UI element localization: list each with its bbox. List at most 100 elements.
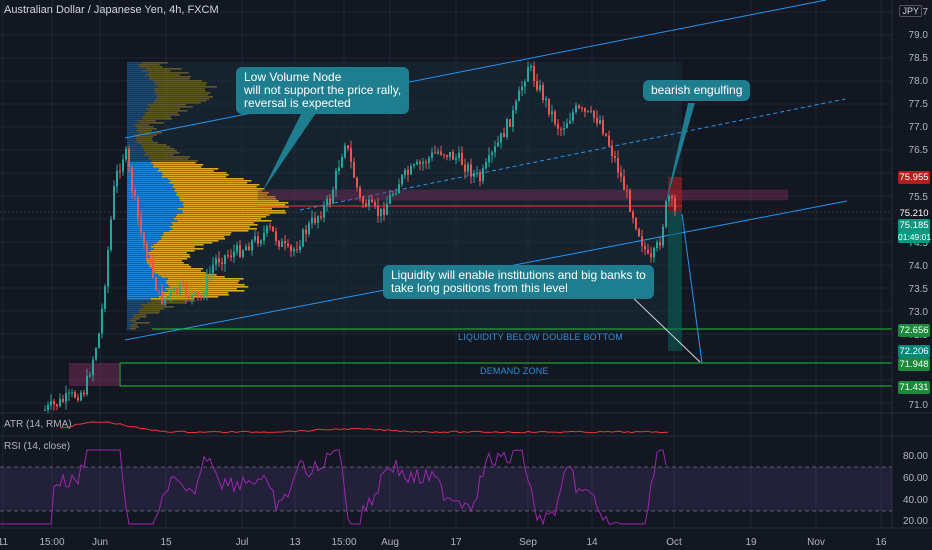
volume-bar-down xyxy=(163,232,232,234)
volume-bar-up xyxy=(127,302,148,304)
candle-body xyxy=(395,193,397,195)
volume-bar-down xyxy=(143,306,174,308)
volume-bar-up xyxy=(127,308,140,310)
time-tick: 11 xyxy=(0,537,9,548)
candle-body xyxy=(116,170,118,187)
candle-body xyxy=(644,245,646,250)
candle-body xyxy=(263,232,265,241)
price-tick: 75.5 xyxy=(908,192,928,203)
candle-body xyxy=(626,189,628,191)
volume-bar-down xyxy=(139,308,165,310)
volume-bar-down xyxy=(173,184,260,186)
candle-body xyxy=(533,65,535,81)
time-tick: Jun xyxy=(91,537,109,548)
volume-bar-down xyxy=(154,90,206,92)
channel-mid-line[interactable] xyxy=(299,98,846,211)
low-volume-node-zone[interactable] xyxy=(257,189,789,201)
candle-body xyxy=(326,198,328,206)
volume-bar-up xyxy=(127,152,146,154)
volume-bar-down xyxy=(154,84,206,86)
candle-body xyxy=(242,250,244,257)
callout-low-volume-node[interactable]: Low Volume Node will not support the pri… xyxy=(236,67,410,114)
volume-bar-down xyxy=(174,190,262,192)
candle-body xyxy=(587,110,589,112)
volume-bar-down xyxy=(157,96,213,98)
volume-bar-up xyxy=(127,156,150,158)
candle-body xyxy=(464,164,466,172)
volume-bar-down xyxy=(152,270,201,272)
candle-body xyxy=(50,401,52,405)
volume-bar-up xyxy=(127,158,149,160)
candle-body xyxy=(176,287,178,294)
candle-body xyxy=(146,243,148,261)
candle-body xyxy=(317,216,319,223)
volume-bar-down xyxy=(134,124,149,126)
volume-bar-down xyxy=(153,244,204,246)
candle-body xyxy=(515,101,517,111)
volume-bar-down xyxy=(137,120,156,122)
callout-bearish-engulfing[interactable]: bearish engulfing xyxy=(643,80,751,101)
volume-bar-up xyxy=(127,120,138,122)
candle-body xyxy=(86,376,88,395)
volume-bar-down xyxy=(149,76,191,78)
candle-body xyxy=(494,146,496,153)
volume-bar-up xyxy=(127,246,151,248)
candle-body xyxy=(524,81,526,87)
volume-bar-up xyxy=(127,272,155,274)
volume-bar-up xyxy=(127,98,156,100)
candle-body xyxy=(632,211,634,219)
candle-body xyxy=(569,120,571,124)
volume-bar-up xyxy=(127,310,139,312)
volume-bar-up xyxy=(127,186,173,188)
channel-upper-line[interactable] xyxy=(124,0,827,139)
symbol-title[interactable]: Australian Dollar / Japanese Yen, 4h, FX… xyxy=(4,4,219,16)
liquidity-pointer xyxy=(627,292,701,363)
candle-body xyxy=(257,236,259,244)
volume-bar-up xyxy=(127,294,163,296)
volume-bar-down xyxy=(147,104,186,106)
candle-body xyxy=(158,290,160,292)
callout-liquidity[interactable]: Liquidity will enable institutions and b… xyxy=(383,265,654,299)
candle-body xyxy=(518,90,520,102)
candle-body xyxy=(221,262,223,265)
volume-bar-down xyxy=(170,180,252,182)
volume-bar-up xyxy=(127,254,149,256)
candle-body xyxy=(443,154,445,156)
candle-body xyxy=(299,246,301,250)
volume-bar-up xyxy=(127,192,177,194)
candle-body xyxy=(293,248,295,252)
candle-body xyxy=(419,161,421,164)
candle-body xyxy=(422,162,424,164)
volume-bar-up xyxy=(127,284,169,286)
volume-bar-down xyxy=(154,100,207,102)
volume-bar-down xyxy=(156,92,211,94)
candle-body xyxy=(224,255,226,265)
volume-bar-up xyxy=(127,262,147,264)
candle-body xyxy=(605,133,607,136)
volume-bar-down xyxy=(150,298,195,300)
volume-bar-down xyxy=(139,66,163,68)
volume-bar-down xyxy=(138,64,160,66)
candlesticks xyxy=(44,61,676,414)
take-profit-box[interactable] xyxy=(668,211,682,351)
price-badge-stop: 75.955 xyxy=(898,171,930,184)
atr-label[interactable]: ATR (14, RMA) xyxy=(4,419,72,430)
volume-bar-up xyxy=(127,226,171,228)
candle-body xyxy=(575,105,577,113)
rsi-label[interactable]: RSI (14, close) xyxy=(4,441,71,452)
volume-bar-down xyxy=(136,136,153,138)
volume-bar-down xyxy=(133,316,147,318)
volume-bar-up xyxy=(127,316,134,318)
candle-body xyxy=(509,119,511,127)
candle-body xyxy=(479,172,481,182)
time-tick: 15 xyxy=(160,537,172,548)
candle-body xyxy=(647,249,649,254)
candle-body xyxy=(563,128,565,130)
candle-body xyxy=(401,174,403,185)
candle-body xyxy=(62,398,64,402)
candle-body xyxy=(506,119,508,138)
volume-bar-up xyxy=(127,320,131,322)
volume-bar-up xyxy=(127,328,131,330)
volume-bar-down xyxy=(158,86,217,88)
candle-body xyxy=(374,202,376,206)
